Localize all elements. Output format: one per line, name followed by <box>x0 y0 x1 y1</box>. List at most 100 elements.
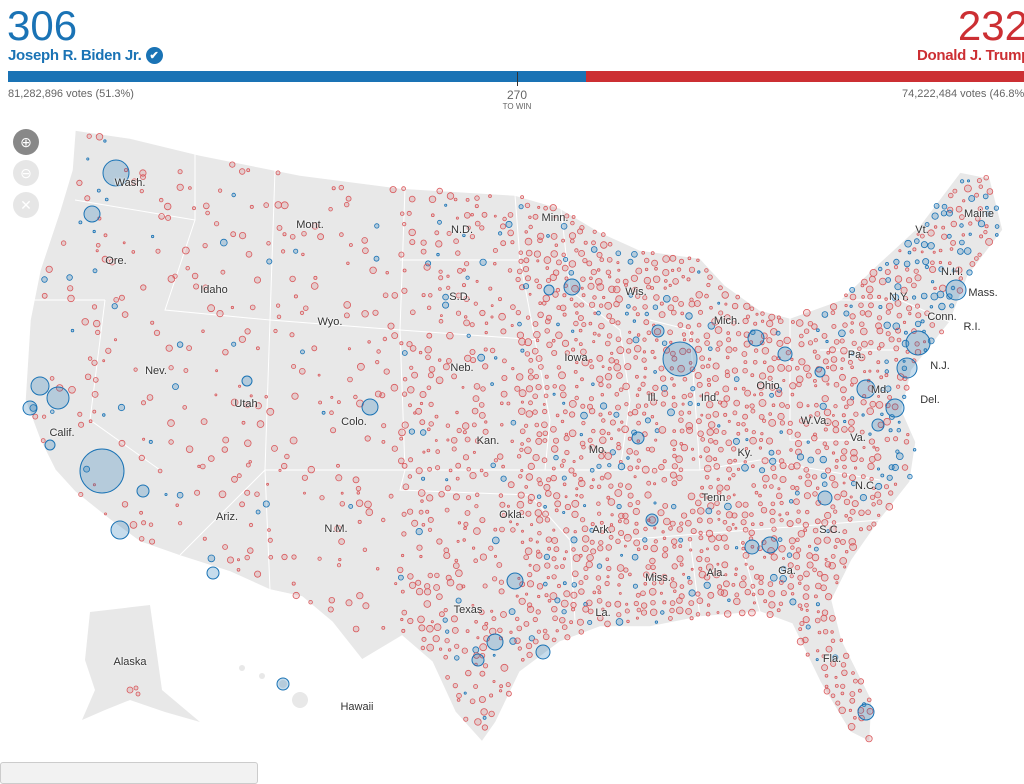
trump-county-bubble[interactable] <box>833 339 840 345</box>
trump-county-bubble[interactable] <box>456 267 463 274</box>
trump-county-bubble[interactable] <box>532 409 538 415</box>
trump-county-bubble[interactable] <box>455 216 459 220</box>
trump-county-bubble[interactable] <box>839 638 843 642</box>
biden-county-bubble[interactable] <box>789 598 797 606</box>
trump-county-bubble[interactable] <box>672 429 676 433</box>
trump-county-bubble[interactable] <box>832 413 835 417</box>
trump-county-bubble[interactable] <box>424 583 431 590</box>
trump-county-bubble[interactable] <box>401 391 408 397</box>
trump-county-bubble[interactable] <box>763 599 768 604</box>
biden-county-bubble[interactable] <box>455 597 462 604</box>
trump-county-bubble[interactable] <box>839 539 846 546</box>
trump-county-bubble[interactable] <box>669 254 677 262</box>
trump-county-bubble[interactable] <box>336 400 341 405</box>
trump-county-bubble[interactable] <box>536 583 544 590</box>
trump-county-bubble[interactable] <box>948 192 954 199</box>
trump-county-bubble[interactable] <box>741 541 745 545</box>
trump-county-bubble[interactable] <box>301 474 308 481</box>
trump-county-bubble[interactable] <box>906 305 913 312</box>
trump-county-bubble[interactable] <box>705 455 713 463</box>
trump-county-bubble[interactable] <box>751 592 756 597</box>
trump-county-bubble[interactable] <box>884 268 891 275</box>
trump-county-bubble[interactable] <box>871 521 877 527</box>
trump-county-bubble[interactable] <box>563 435 570 442</box>
biden-county-bubble[interactable] <box>596 310 601 316</box>
trump-county-bubble[interactable] <box>749 403 755 409</box>
trump-county-bubble[interactable] <box>498 588 505 595</box>
trump-county-bubble[interactable] <box>398 428 406 437</box>
trump-county-bubble[interactable] <box>427 372 434 379</box>
biden-county-bubble[interactable] <box>724 502 732 511</box>
trump-county-bubble[interactable] <box>839 338 845 344</box>
trump-county-bubble[interactable] <box>303 305 309 311</box>
biden-county-bubble[interactable] <box>579 432 583 437</box>
trump-county-bubble[interactable] <box>391 292 399 299</box>
trump-county-bubble[interactable] <box>545 266 550 270</box>
biden-county-bubble[interactable] <box>896 357 918 379</box>
trump-county-bubble[interactable] <box>849 697 856 704</box>
trump-county-bubble[interactable] <box>616 372 623 379</box>
trump-county-bubble[interactable] <box>534 422 540 428</box>
trump-county-bubble[interactable] <box>634 521 639 526</box>
trump-county-bubble[interactable] <box>339 501 345 507</box>
trump-county-bubble[interactable] <box>462 268 466 272</box>
trump-county-bubble[interactable] <box>463 526 467 530</box>
biden-county-bubble[interactable] <box>561 475 567 481</box>
trump-county-bubble[interactable] <box>807 321 814 327</box>
trump-county-bubble[interactable] <box>493 262 497 266</box>
trump-county-bubble[interactable] <box>609 419 616 426</box>
trump-county-bubble[interactable] <box>896 312 903 319</box>
trump-county-bubble[interactable] <box>705 413 712 420</box>
trump-county-bubble[interactable] <box>861 278 868 286</box>
trump-county-bubble[interactable] <box>575 384 579 389</box>
trump-county-bubble[interactable] <box>177 169 183 175</box>
trump-county-bubble[interactable] <box>445 357 452 364</box>
trump-county-bubble[interactable] <box>158 213 165 220</box>
trump-county-bubble[interactable] <box>588 444 596 451</box>
trump-county-bubble[interactable] <box>913 268 919 274</box>
trump-county-bubble[interactable] <box>254 570 262 578</box>
trump-county-bubble[interactable] <box>803 584 810 591</box>
trump-county-bubble[interactable] <box>492 247 498 253</box>
biden-county-bubble[interactable] <box>220 238 228 247</box>
trump-county-bubble[interactable] <box>783 336 791 345</box>
trump-county-bubble[interactable] <box>844 293 848 298</box>
trump-county-bubble[interactable] <box>379 392 386 399</box>
trump-county-bubble[interactable] <box>688 300 696 308</box>
trump-county-bubble[interactable] <box>865 509 871 516</box>
trump-county-bubble[interactable] <box>500 611 507 618</box>
trump-county-bubble[interactable] <box>434 414 439 419</box>
trump-county-bubble[interactable] <box>589 276 593 281</box>
trump-county-bubble[interactable] <box>867 384 875 392</box>
trump-county-bubble[interactable] <box>929 322 936 328</box>
trump-county-bubble[interactable] <box>914 341 920 347</box>
trump-county-bubble[interactable] <box>741 546 746 551</box>
trump-county-bubble[interactable] <box>588 321 593 326</box>
trump-county-bubble[interactable] <box>958 276 963 281</box>
trump-county-bubble[interactable] <box>829 303 838 311</box>
trump-county-bubble[interactable] <box>202 536 207 541</box>
trump-county-bubble[interactable] <box>941 233 948 240</box>
trump-county-bubble[interactable] <box>700 364 705 370</box>
trump-county-bubble[interactable] <box>792 552 801 560</box>
trump-county-bubble[interactable] <box>668 526 673 531</box>
trump-county-bubble[interactable] <box>752 601 756 605</box>
trump-county-bubble[interactable] <box>893 436 899 442</box>
trump-county-bubble[interactable] <box>524 237 533 246</box>
biden-county-bubble[interactable] <box>820 472 827 479</box>
trump-county-bubble[interactable] <box>589 539 595 545</box>
trump-county-bubble[interactable] <box>434 572 440 579</box>
trump-county-bubble[interactable] <box>795 517 802 524</box>
trump-county-bubble[interactable] <box>681 393 687 400</box>
trump-county-bubble[interactable] <box>876 360 881 365</box>
trump-county-bubble[interactable] <box>564 350 570 356</box>
trump-county-bubble[interactable] <box>579 494 584 499</box>
trump-county-bubble[interactable] <box>289 332 295 338</box>
trump-county-bubble[interactable] <box>427 516 434 523</box>
trump-county-bubble[interactable] <box>606 313 613 320</box>
trump-county-bubble[interactable] <box>488 710 495 718</box>
trump-county-bubble[interactable] <box>640 609 648 616</box>
trump-county-bubble[interactable] <box>774 389 783 398</box>
trump-county-bubble[interactable] <box>289 436 298 445</box>
trump-county-bubble[interactable] <box>662 502 669 509</box>
